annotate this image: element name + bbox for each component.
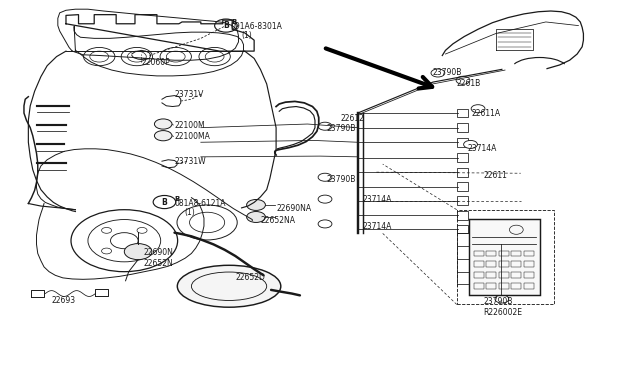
Bar <box>457 210 554 304</box>
Circle shape <box>318 173 332 181</box>
Circle shape <box>153 195 176 209</box>
Text: 22612: 22612 <box>340 114 365 123</box>
Bar <box>457 153 468 162</box>
Text: 22690NA: 22690NA <box>276 204 311 213</box>
Text: B: B <box>175 196 180 202</box>
Text: 22060P: 22060P <box>141 58 170 67</box>
Bar <box>457 138 468 147</box>
Bar <box>511 272 522 278</box>
Circle shape <box>456 76 470 84</box>
Text: 23714A: 23714A <box>363 222 392 231</box>
Text: 23714A: 23714A <box>467 144 497 153</box>
Circle shape <box>318 195 332 203</box>
Circle shape <box>246 212 266 222</box>
Text: 22693: 22693 <box>52 296 76 305</box>
Text: 23790B: 23790B <box>433 68 462 77</box>
Bar <box>499 283 509 289</box>
Circle shape <box>216 266 233 275</box>
Text: (1): (1) <box>241 31 252 40</box>
Bar <box>457 196 468 205</box>
Bar <box>511 250 522 256</box>
Bar <box>457 168 468 177</box>
Circle shape <box>471 105 485 113</box>
Bar <box>486 272 496 278</box>
Text: 22100M: 22100M <box>175 121 205 130</box>
Circle shape <box>463 141 477 148</box>
Circle shape <box>431 69 445 77</box>
Bar <box>457 109 468 118</box>
Ellipse shape <box>177 265 281 307</box>
Bar <box>457 211 468 219</box>
Circle shape <box>154 119 172 129</box>
Circle shape <box>244 269 260 278</box>
Text: 23790B: 23790B <box>326 124 356 133</box>
Circle shape <box>318 122 332 130</box>
Bar <box>457 182 468 191</box>
Text: 23790B: 23790B <box>483 298 513 307</box>
Text: 22611A: 22611A <box>472 109 501 118</box>
Bar <box>511 283 522 289</box>
Text: 2261B: 2261B <box>457 79 481 88</box>
Bar <box>486 262 496 267</box>
Text: 22652NA: 22652NA <box>260 216 296 225</box>
Circle shape <box>154 131 172 141</box>
Circle shape <box>495 295 509 303</box>
Circle shape <box>124 244 152 260</box>
Bar <box>524 272 534 278</box>
Text: 091A6-8301A: 091A6-8301A <box>231 22 283 31</box>
Text: 23731W: 23731W <box>175 157 206 166</box>
Text: 081A8-6121A: 081A8-6121A <box>175 199 226 208</box>
Circle shape <box>318 220 332 228</box>
Text: B: B <box>231 19 236 25</box>
Circle shape <box>214 19 237 32</box>
Bar <box>499 250 509 256</box>
Text: 23731V: 23731V <box>175 90 204 99</box>
Bar <box>474 262 484 267</box>
Bar <box>499 262 509 267</box>
Bar <box>469 219 540 295</box>
Bar <box>486 283 496 289</box>
Text: 22690N: 22690N <box>143 248 173 257</box>
Text: B: B <box>161 198 167 206</box>
Text: 23714A: 23714A <box>363 195 392 204</box>
Bar <box>474 283 484 289</box>
Bar <box>524 250 534 256</box>
Bar <box>524 283 534 289</box>
Text: 22611: 22611 <box>483 171 507 180</box>
Text: 22100MA: 22100MA <box>175 132 211 141</box>
Text: B: B <box>223 21 228 30</box>
Text: R226002E: R226002E <box>483 308 522 317</box>
Text: 22652N: 22652N <box>143 259 173 268</box>
Bar <box>511 262 522 267</box>
Bar <box>457 123 468 132</box>
Text: 22652D: 22652D <box>236 273 265 282</box>
Bar <box>499 272 509 278</box>
Circle shape <box>246 199 266 211</box>
Bar <box>474 272 484 278</box>
Bar <box>524 262 534 267</box>
Bar <box>486 250 496 256</box>
Bar <box>457 225 468 233</box>
Text: (1): (1) <box>184 208 195 217</box>
Bar <box>474 250 484 256</box>
Text: 23790B: 23790B <box>326 175 356 184</box>
